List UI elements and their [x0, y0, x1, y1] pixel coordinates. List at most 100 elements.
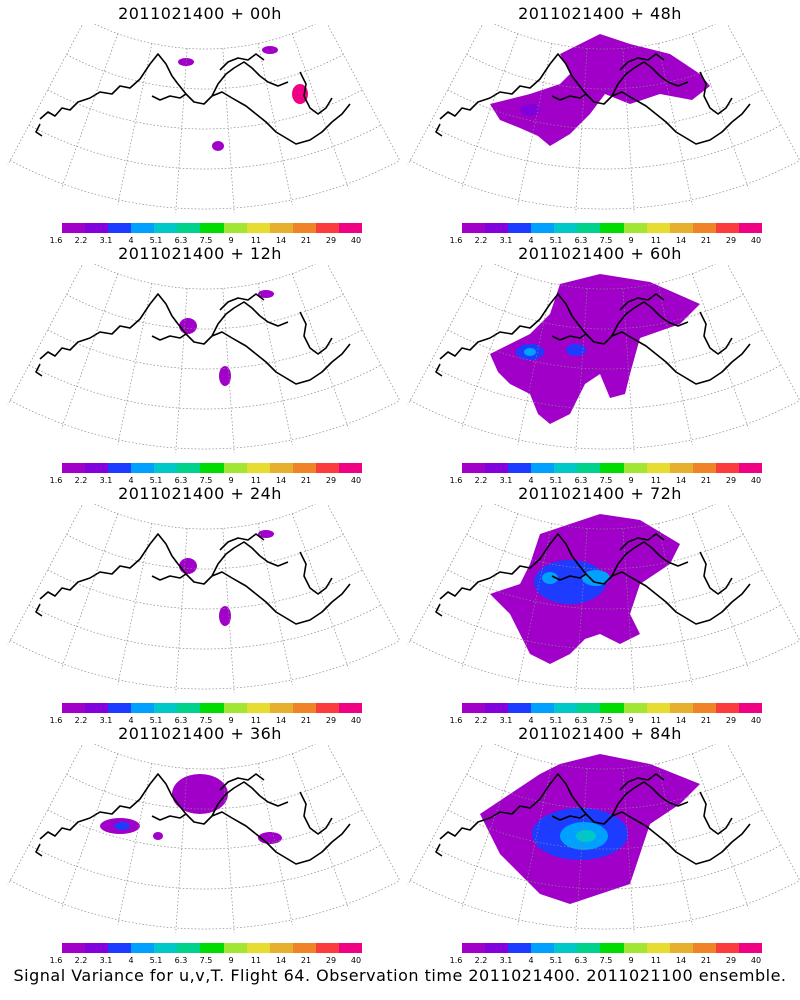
polar-map: [407, 24, 800, 214]
colorbar-swatch: [554, 703, 578, 713]
graticule-meridian: [622, 768, 635, 934]
panel-title: 2011021400 + 36h: [118, 724, 282, 743]
colorbar-swatch: [200, 223, 224, 233]
graticule-meridian: [407, 504, 484, 646]
colorbar-label: 7.5: [199, 236, 213, 245]
colorbar-swatch: [600, 943, 624, 953]
graticule-parallel: [410, 400, 800, 450]
graticule-meridian: [222, 48, 235, 214]
variance-area: [179, 558, 197, 574]
variance-area: [582, 570, 610, 586]
colorbar-label: 3.1: [99, 716, 113, 725]
colorbar-label: 40: [350, 956, 362, 965]
colorbar-label: 6.3: [574, 956, 588, 965]
colorbar-swatch: [669, 703, 693, 713]
graticule-meridian: [291, 513, 349, 669]
graticule-parallel: [10, 880, 400, 930]
graticule-parallel: [28, 844, 382, 890]
colorbar-label: 3.1: [499, 716, 513, 725]
colorbar-label: 11: [250, 476, 262, 485]
coastline: [35, 773, 351, 865]
colorbar-swatch: [338, 703, 363, 713]
graticule-meridian: [257, 43, 293, 205]
colorbar-swatch: [177, 463, 201, 473]
graticule-meridian: [407, 744, 484, 886]
colorbar-label: 4: [128, 956, 134, 965]
colorbar: [462, 703, 763, 713]
colorbar-labels: 1.6 2.2 3.1 4 5.1 6.3 7.5 9 11 14 21 29 40: [50, 476, 361, 486]
graticule-parallel: [10, 160, 400, 210]
panel-title: 2011021400 + 00h: [118, 4, 282, 23]
colorbar-swatch: [600, 463, 624, 473]
colorbar-label: 7.5: [599, 236, 613, 245]
coastline: [435, 293, 751, 385]
colorbar-label: 14: [675, 716, 687, 725]
graticule-meridian: [7, 264, 84, 406]
colorbar-label: 2.2: [474, 956, 488, 965]
graticule-meridian: [461, 513, 519, 669]
variance-area: [219, 606, 231, 626]
colorbar-swatch: [577, 463, 601, 473]
colorbar-swatch: [462, 943, 486, 953]
colorbar-label: 6.3: [174, 476, 188, 485]
figure-caption: Signal Variance for u,v,T. Flight 64. Ob…: [13, 966, 787, 985]
graticule-meridian: [657, 43, 693, 205]
colorbar-label: 2.2: [74, 956, 88, 965]
colorbar-swatch: [577, 943, 601, 953]
colorbar-label: 3.1: [99, 476, 113, 485]
colorbar-label: 7.5: [599, 956, 613, 965]
colorbar-swatch: [485, 703, 509, 713]
colorbar-label: 7.5: [199, 716, 213, 725]
graticule-meridian: [326, 744, 400, 882]
graticule-parallel: [494, 264, 716, 290]
graticule-meridian: [117, 763, 153, 925]
graticule-meridian: [61, 753, 119, 909]
colorbar-swatch: [108, 703, 132, 713]
colorbar-labels: 1.6 2.2 3.1 4 5.1 6.3 7.5 9 11 14 21 29 40: [450, 476, 761, 486]
colorbar-swatch: [715, 943, 739, 953]
colorbar-label: 9: [228, 476, 234, 485]
graticule-parallel: [494, 24, 716, 50]
colorbar-swatch: [315, 943, 339, 953]
colorbar-swatch: [62, 463, 86, 473]
coastline: [435, 53, 751, 145]
colorbar-labels: 1.6 2.2 3.1 4 5.1 6.3 7.5 9 11 14 21 29 40: [450, 956, 761, 966]
graticule-parallel: [428, 124, 782, 170]
graticule-meridian: [175, 288, 188, 454]
variance-area: [258, 530, 274, 538]
colorbar: [462, 223, 763, 233]
graticule-parallel: [410, 160, 800, 210]
colorbar-label: 3.1: [99, 956, 113, 965]
colorbar-swatch: [692, 703, 716, 713]
colorbar-swatch: [554, 463, 578, 473]
colorbar-swatch: [292, 703, 316, 713]
graticule-parallel: [28, 124, 382, 170]
colorbar-swatch: [223, 703, 247, 713]
colorbar-label: 1.6: [49, 476, 63, 485]
variance-area: [262, 46, 278, 54]
colorbar-label: 6.3: [574, 716, 588, 725]
map-panel-48h: 2011021400 + 48h 1.6 2.2 3.1 4 5.1 6.3 7.5 9 11 1…: [400, 0, 800, 245]
colorbar-label: 11: [250, 956, 262, 965]
graticule-parallel: [94, 264, 316, 290]
colorbar-labels: 1.6 2.2 3.1 4 5.1 6.3 7.5 9 11 14 21 29 40: [50, 236, 361, 246]
colorbar-label: 3.1: [99, 236, 113, 245]
colorbar-label: 2.2: [74, 716, 88, 725]
colorbar-swatch: [154, 223, 178, 233]
colorbar-swatch: [738, 223, 763, 233]
variance-area: [490, 34, 710, 146]
map-panel-72h: 2011021400 + 72h 1.6 2.2 3.1 4 5.1 6.3 7.5 9 11 1…: [400, 480, 800, 725]
graticule-parallel: [410, 640, 800, 690]
colorbar-swatch: [269, 703, 293, 713]
coastline: [435, 533, 751, 625]
colorbar-labels: 1.6 2.2 3.1 4 5.1 6.3 7.5 9 11 14 21 29 40: [50, 956, 361, 966]
colorbar-swatch: [646, 463, 670, 473]
colorbar: [62, 703, 363, 713]
variance-area: [212, 141, 224, 151]
colorbar-label: 40: [350, 716, 362, 725]
polar-map: [7, 264, 400, 454]
polar-map: [407, 264, 800, 454]
graticule-parallel: [28, 604, 382, 650]
colorbar-swatch: [338, 223, 363, 233]
graticule-parallel: [10, 640, 400, 690]
